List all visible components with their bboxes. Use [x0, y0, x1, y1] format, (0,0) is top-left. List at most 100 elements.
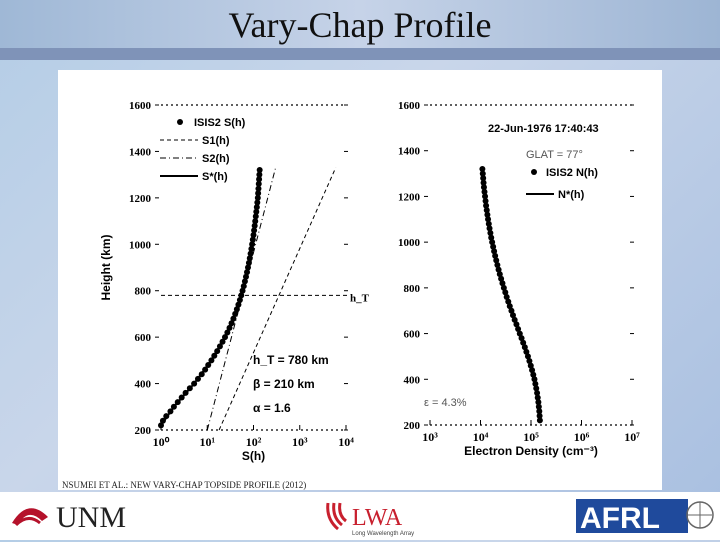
point-isis2-s-50: [255, 190, 262, 197]
point-isis2-s-44: [252, 218, 259, 225]
annotation-alpha: α = 1.6: [253, 401, 291, 415]
point-isis2-n-7: [533, 385, 540, 392]
point-isis2-s-16: [214, 348, 221, 355]
y-tick-label-1-0: 200: [404, 420, 421, 432]
point-isis2-s-42: [251, 227, 258, 234]
point-isis2-s-30: [240, 283, 247, 290]
x-tick-label-1-4: 10⁷: [624, 430, 640, 444]
point-isis2-n-37: [491, 248, 498, 255]
point-isis2-s-13: [205, 362, 212, 368]
point-isis2-s-38: [248, 245, 255, 252]
point-isis2-n-53: [480, 175, 487, 182]
afrl-logo-text: AFRL: [580, 502, 660, 535]
point-isis2-s-34: [244, 264, 251, 271]
y-tick-label-1-6: 1400: [398, 146, 421, 158]
point-isis2-n-30: [499, 280, 506, 287]
annotation-beta: β = 210 km: [253, 377, 315, 391]
point-isis2-s-6: [178, 394, 185, 401]
legend-label-0-3: S*(h): [202, 171, 228, 183]
point-isis2-s-8: [186, 385, 193, 392]
point-isis2-s-27: [236, 297, 243, 303]
point-isis2-n-1: [536, 412, 543, 419]
point-isis2-n-17: [520, 339, 527, 346]
point-isis2-s-15: [211, 352, 218, 359]
afrl-logo: AFRL: [574, 495, 716, 537]
point-isis2-n-18: [518, 335, 525, 342]
legend-label-0-0: ISIS2 S(h): [194, 117, 246, 129]
point-isis2-n-25: [506, 303, 513, 310]
x-tick-label-0-4: 10⁴: [338, 435, 354, 449]
point-isis2-s-22: [228, 320, 235, 327]
point-isis2-n-47: [483, 202, 490, 209]
point-isis2-n-14: [524, 353, 531, 360]
point-isis2-n-52: [480, 179, 487, 186]
point-isis2-s-33: [244, 269, 251, 276]
point-isis2-n-35: [493, 257, 500, 264]
point-isis2-s-40: [249, 236, 256, 243]
point-isis2-n-28: [502, 289, 509, 296]
x-tick-label-1-1: 10⁴: [473, 430, 489, 444]
point-isis2-n-23: [509, 312, 516, 319]
point-isis2-s-14: [208, 357, 215, 364]
y-tick-label-0-2: 600: [135, 332, 152, 344]
x-tick-label-0-0: 10⁰: [153, 435, 170, 449]
point-isis2-s-49: [254, 194, 261, 201]
legend-label-1-0: ISIS2 N(h): [546, 167, 598, 179]
figure-credit: NSUMEI ET AL.: NEW VARY-CHAP TOPSIDE PRO…: [62, 480, 307, 490]
point-isis2-n-40: [488, 234, 495, 241]
point-isis2-s-36: [246, 255, 253, 262]
x-tick-label-0-1: 10¹: [199, 435, 215, 449]
point-isis2-n-43: [485, 220, 492, 227]
point-isis2-n-9: [531, 376, 538, 383]
y-tick-label-1-4: 1000: [398, 237, 421, 249]
point-isis2-s-18: [219, 338, 226, 345]
point-isis2-s-4: [170, 403, 177, 410]
point-isis2-s-17: [216, 343, 223, 350]
point-isis2-n-46: [483, 207, 490, 214]
legend-label-0-1: S1(h): [202, 135, 230, 147]
point-isis2-s-46: [253, 208, 260, 215]
point-isis2-n-34: [494, 262, 501, 268]
point-isis2-n-45: [484, 211, 491, 218]
point-isis2-n-15: [523, 348, 530, 355]
point-isis2-n-2: [536, 408, 543, 415]
y-tick-label-1-1: 400: [404, 374, 421, 386]
x-axis-label-0: S(h): [242, 449, 265, 463]
point-isis2-n-29: [500, 284, 507, 291]
point-isis2-n-31: [498, 275, 505, 282]
point-isis2-n-20: [515, 326, 522, 332]
point-isis2-s-1: [159, 417, 166, 424]
point-isis2-n-27: [503, 294, 510, 300]
x-tick-label-1-2: 10⁵: [523, 430, 539, 444]
point-isis2-n-4: [535, 399, 542, 406]
point-isis2-n-49: [482, 193, 489, 200]
point-isis2-s-5: [174, 399, 181, 406]
point-isis2-n-41: [487, 230, 494, 236]
point-isis2-s-29: [239, 287, 246, 294]
series-nstar-line: [481, 168, 541, 421]
x-tick-label-1-0: 10³: [422, 430, 438, 444]
point-isis2-n-51: [480, 184, 487, 191]
y-tick-label-1-7: 1600: [398, 100, 421, 112]
x-tick-label-0-3: 10³: [292, 435, 308, 449]
x-tick-label-0-2: 10²: [246, 435, 262, 449]
annotation-date: 22-Jun-1976 17:40:43: [488, 123, 599, 135]
point-isis2-n-3: [535, 403, 542, 410]
point-isis2-n-19: [516, 330, 523, 337]
point-isis2-n-26: [505, 298, 512, 305]
point-isis2-n-12: [527, 362, 534, 369]
point-isis2-s-47: [253, 204, 260, 211]
y-tick-label-0-4: 1000: [129, 239, 152, 251]
point-isis2-s-35: [245, 259, 252, 266]
annotation-glat: GLAT = 77°: [526, 149, 583, 161]
series-s1-line: [218, 167, 337, 431]
x-axis-label-1: Electron Density (cm⁻³): [464, 444, 598, 458]
y-tick-label-1-5: 1200: [398, 191, 421, 203]
legend-marker-dots-0: [177, 119, 183, 125]
point-isis2-s-24: [232, 310, 239, 317]
point-isis2-s-12: [202, 366, 209, 373]
point-isis2-n-6: [534, 390, 541, 396]
y-tick-label-0-3: 800: [135, 286, 152, 298]
point-isis2-n-32: [496, 271, 503, 278]
point-isis2-s-10: [194, 375, 201, 382]
